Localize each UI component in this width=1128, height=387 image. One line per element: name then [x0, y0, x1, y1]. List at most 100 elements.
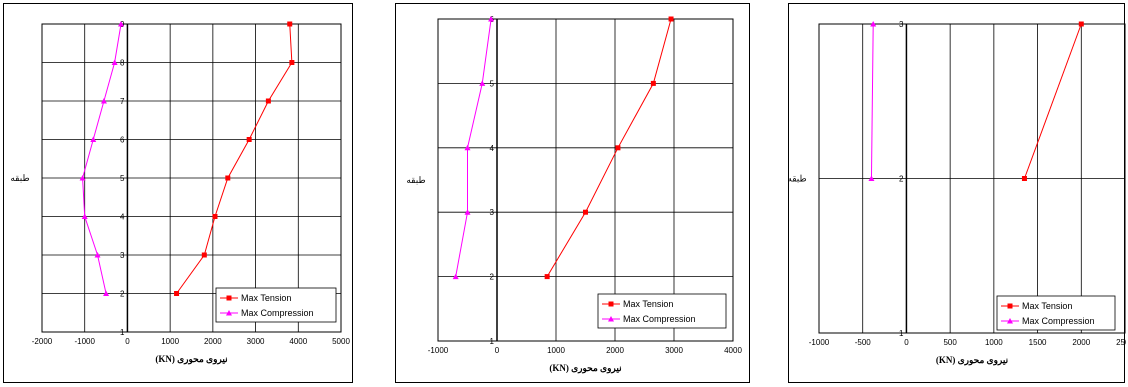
data-point-square — [265, 98, 271, 104]
x-tick-label: -2000 — [32, 337, 53, 346]
x-axis-label: نیروی محوری (KN) — [155, 354, 227, 365]
y-axis-label: طبقه — [10, 173, 29, 183]
data-point-triangle — [81, 213, 88, 219]
x-tick-label: 3000 — [665, 346, 683, 355]
x-tick-label: 500 — [943, 338, 957, 347]
data-point-triangle — [118, 21, 125, 27]
y-tick-label: 3 — [490, 208, 495, 217]
y-tick-label: 8 — [120, 59, 125, 68]
chart-2-svg: -100001000200030004000123456نیروی محوری … — [406, 15, 742, 374]
chart-panel-2: -100001000200030004000123456نیروی محوری … — [395, 3, 750, 383]
legend-triangle-icon — [608, 316, 614, 322]
legend-entry-label: Max Compression — [623, 314, 696, 324]
y-tick-label: 1 — [490, 337, 495, 346]
y-tick-label: 2 — [899, 175, 904, 184]
x-tick-label: 0 — [125, 337, 130, 346]
data-point-square — [544, 274, 550, 280]
x-tick-label: -500 — [855, 338, 872, 347]
legend-square-icon — [226, 295, 232, 301]
x-tick-label: 5000 — [332, 337, 350, 346]
legend-entry-label: Max Compression — [241, 308, 314, 318]
x-axis-label: نیروی محوری (KN) — [936, 355, 1008, 366]
y-tick-label: 1 — [899, 329, 904, 338]
data-point-square — [583, 209, 588, 215]
chart-panel-1: -2000-1000010002000300040005000123456789… — [3, 3, 353, 383]
x-tick-label: -1000 — [809, 338, 830, 347]
y-tick-label: 3 — [120, 251, 125, 260]
y-tick-label: 2 — [120, 290, 125, 299]
legend-entry-label: Max Tension — [241, 293, 291, 303]
legend-box — [597, 293, 727, 329]
legend: Max Tension Max Compression — [996, 295, 1116, 331]
y-axis-label: طبقه — [789, 174, 807, 184]
x-tick-label: 2000 — [204, 337, 222, 346]
data-point-square — [212, 214, 218, 219]
data-point-triangle — [479, 80, 486, 86]
data-point-triangle — [464, 144, 471, 151]
x-tick-label: 4000 — [289, 337, 307, 346]
y-axis-label: طبقه — [406, 175, 425, 185]
y-tick-label: 1 — [120, 328, 125, 337]
legend: Max Tension Max Compression — [597, 293, 727, 329]
data-point-square — [287, 21, 293, 27]
data-point-triangle — [464, 209, 471, 215]
y-tick-label: 5 — [490, 79, 495, 88]
data-point-square — [650, 80, 656, 86]
data-point-square — [1078, 21, 1084, 27]
series-line — [82, 23, 122, 294]
chart-panel-3: -1000 -500 0 500 1000 1500 2000 2500 1 2 3 نیروی مح… — [788, 3, 1126, 383]
x-tick-label: -1000 — [428, 346, 449, 355]
data-point-triangle — [870, 21, 877, 27]
x-tick-label: 2500 — [1116, 338, 1126, 347]
x-tick-label: 1000 — [985, 338, 1003, 347]
y-tick-label: 2 — [490, 273, 495, 282]
data-point-triangle — [452, 273, 459, 280]
x-tick-label: 4000 — [724, 346, 742, 355]
data-point-square — [1021, 176, 1027, 181]
y-tick-label: 6 — [120, 136, 125, 145]
data-point-square — [289, 60, 295, 65]
legend: Max Tension Max Compression — [215, 287, 337, 323]
data-point-square — [201, 252, 207, 258]
x-tick-label: 0 — [495, 346, 500, 355]
data-point-square — [225, 175, 231, 181]
legend-entry-label: Max Compression — [1022, 316, 1095, 326]
data-point-triangle — [111, 59, 118, 65]
legend-entry-label: Max Tension — [1022, 301, 1072, 311]
x-tick-label: 0 — [904, 338, 909, 347]
x-tick-label: -1000 — [74, 337, 95, 346]
chart-1-svg: -2000-1000010002000300040005000123456789… — [10, 20, 350, 365]
x-tick-label: 2000 — [1072, 338, 1090, 347]
data-point-triangle — [79, 175, 86, 181]
y-tick-label: 5 — [120, 174, 125, 183]
legend-box — [215, 287, 337, 323]
series-line — [870, 23, 874, 179]
data-point-triangle — [488, 16, 495, 22]
y-tick-label: 4 — [120, 213, 125, 222]
data-point-square — [668, 16, 674, 22]
plot-area — [437, 18, 734, 342]
data-point-square — [615, 145, 621, 151]
chart-3-svg: -1000 -500 0 500 1000 1500 2000 2500 1 2 3 نیروی مح… — [789, 20, 1126, 366]
legend-square-icon — [608, 301, 614, 307]
series-line — [176, 23, 293, 294]
y-tick-label: 4 — [490, 144, 495, 153]
data-point-square — [174, 291, 180, 296]
legend-square-icon — [1007, 303, 1013, 309]
data-point-triangle — [100, 98, 107, 104]
x-tick-label: 1000 — [161, 337, 179, 346]
legend-triangle-icon — [1007, 318, 1013, 324]
x-axis-label: نیروی محوری (KN) — [549, 363, 621, 374]
x-tick-label: 1500 — [1029, 338, 1047, 347]
x-tick-label: 1000 — [547, 346, 565, 355]
legend-box — [996, 295, 1116, 331]
data-point-square — [246, 137, 252, 142]
data-point-triangle — [90, 136, 97, 142]
legend-entry-label: Max Tension — [623, 299, 673, 309]
data-point-triangle — [103, 290, 110, 296]
y-tick-label: 3 — [899, 20, 904, 29]
data-point-triangle — [868, 175, 875, 181]
legend-triangle-icon — [226, 310, 232, 316]
x-tick-label: 3000 — [247, 337, 265, 346]
data-point-triangle — [94, 252, 101, 258]
